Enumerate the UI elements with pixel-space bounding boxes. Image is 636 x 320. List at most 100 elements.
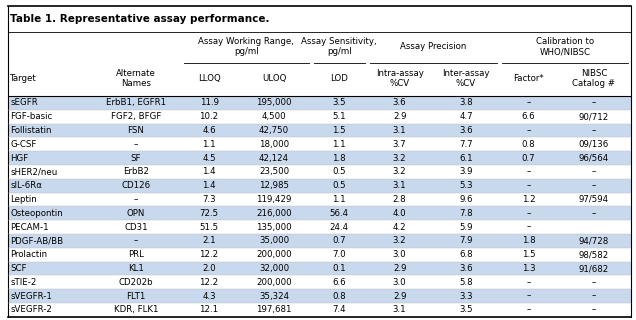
Text: 3.1: 3.1 (393, 181, 406, 190)
Text: 3.2: 3.2 (393, 167, 406, 176)
Text: 4,500: 4,500 (262, 112, 286, 121)
Text: 3.3: 3.3 (459, 292, 473, 300)
Text: 72.5: 72.5 (200, 209, 219, 218)
Text: –: – (134, 195, 138, 204)
Text: 2.8: 2.8 (393, 195, 406, 204)
Text: –: – (591, 209, 596, 218)
Text: Assay Sensitivity,
pg/ml: Assay Sensitivity, pg/ml (301, 37, 377, 56)
Text: 90/712: 90/712 (579, 112, 609, 121)
Text: sTIE-2: sTIE-2 (10, 278, 36, 287)
Text: 6.6: 6.6 (333, 278, 346, 287)
Bar (8, 124, 631, 137)
Text: 1.1: 1.1 (333, 195, 346, 204)
Text: 4.5: 4.5 (202, 154, 216, 163)
Text: 96/564: 96/564 (579, 154, 609, 163)
Text: 3.8: 3.8 (459, 98, 473, 108)
Text: 200,000: 200,000 (256, 278, 292, 287)
Text: 9.6: 9.6 (459, 195, 473, 204)
Text: 24.4: 24.4 (329, 223, 349, 232)
Text: 3.0: 3.0 (393, 250, 406, 259)
Text: 91/682: 91/682 (579, 264, 609, 273)
Text: 7.8: 7.8 (459, 209, 473, 218)
Text: HGF: HGF (10, 154, 29, 163)
Text: 12,985: 12,985 (259, 181, 289, 190)
Text: 1.5: 1.5 (522, 250, 536, 259)
Bar (8, 289, 631, 303)
Text: 11.9: 11.9 (200, 98, 219, 108)
Text: 1.8: 1.8 (522, 236, 536, 245)
Text: 0.5: 0.5 (333, 167, 346, 176)
Text: Assay Precision: Assay Precision (400, 42, 467, 51)
Text: ErbB2: ErbB2 (123, 167, 149, 176)
Text: –: – (526, 278, 530, 287)
Text: 7.9: 7.9 (459, 236, 473, 245)
Bar (8, 179, 631, 193)
Text: 09/136: 09/136 (579, 140, 609, 149)
Text: SCF: SCF (10, 264, 27, 273)
Text: KDR, FLK1: KDR, FLK1 (114, 305, 158, 314)
Text: Factor*: Factor* (513, 74, 544, 83)
Text: 4.7: 4.7 (459, 112, 473, 121)
Text: –: – (134, 236, 138, 245)
Text: –: – (591, 181, 596, 190)
Text: 197,681: 197,681 (256, 305, 292, 314)
Text: 135,000: 135,000 (256, 223, 292, 232)
Text: 42,750: 42,750 (259, 126, 289, 135)
Text: 10.2: 10.2 (200, 112, 219, 121)
Text: 6.1: 6.1 (459, 154, 473, 163)
Text: –: – (526, 209, 530, 218)
Text: 4.0: 4.0 (393, 209, 406, 218)
Text: 23,500: 23,500 (259, 167, 289, 176)
Bar (8, 262, 631, 276)
Text: NIBSC
Catalog #: NIBSC Catalog # (572, 69, 616, 88)
Bar (8, 234, 631, 248)
Text: FSN: FSN (127, 126, 144, 135)
Text: –: – (526, 292, 530, 300)
Text: 7.7: 7.7 (459, 140, 473, 149)
Text: 1.3: 1.3 (522, 264, 536, 273)
Text: 3.6: 3.6 (459, 126, 473, 135)
Text: 3.0: 3.0 (393, 278, 406, 287)
Text: OPN: OPN (127, 209, 145, 218)
Text: 0.7: 0.7 (522, 154, 536, 163)
Text: 200,000: 200,000 (256, 250, 292, 259)
Text: 2.1: 2.1 (202, 236, 216, 245)
Text: –: – (591, 167, 596, 176)
Text: –: – (591, 292, 596, 300)
Text: 3.6: 3.6 (393, 98, 406, 108)
Text: 1.4: 1.4 (202, 167, 216, 176)
Text: 3.5: 3.5 (459, 305, 473, 314)
Text: 3.9: 3.9 (459, 167, 473, 176)
Text: 4.6: 4.6 (202, 126, 216, 135)
Text: –: – (526, 181, 530, 190)
Text: 56.4: 56.4 (329, 209, 349, 218)
Text: 6.8: 6.8 (459, 250, 473, 259)
Text: PRL: PRL (128, 250, 144, 259)
Text: 119,429: 119,429 (256, 195, 292, 204)
Text: FLT1: FLT1 (126, 292, 146, 300)
Text: 97/594: 97/594 (579, 195, 609, 204)
Text: FGF-basic: FGF-basic (10, 112, 52, 121)
Text: –: – (591, 98, 596, 108)
Text: LLOQ: LLOQ (198, 74, 221, 83)
Text: –: – (526, 305, 530, 314)
Text: 32,000: 32,000 (259, 264, 289, 273)
Text: 35,324: 35,324 (259, 292, 289, 300)
Text: 18,000: 18,000 (259, 140, 289, 149)
Text: KL1: KL1 (128, 264, 144, 273)
Text: Prolactin: Prolactin (10, 250, 47, 259)
Text: 4.3: 4.3 (202, 292, 216, 300)
Text: 35,000: 35,000 (259, 236, 289, 245)
Text: 3.1: 3.1 (393, 305, 406, 314)
Text: 3.2: 3.2 (393, 154, 406, 163)
Text: 5.8: 5.8 (459, 278, 473, 287)
Text: PDGF-AB/BB: PDGF-AB/BB (10, 236, 64, 245)
Text: CD202b: CD202b (118, 278, 153, 287)
Text: 3.7: 3.7 (393, 140, 406, 149)
Text: 0.1: 0.1 (333, 264, 346, 273)
Text: 42,124: 42,124 (259, 154, 289, 163)
Text: ErbB1, EGFR1: ErbB1, EGFR1 (106, 98, 166, 108)
Text: Follistatin: Follistatin (10, 126, 52, 135)
Text: CD31: CD31 (124, 223, 148, 232)
Text: –: – (526, 126, 530, 135)
